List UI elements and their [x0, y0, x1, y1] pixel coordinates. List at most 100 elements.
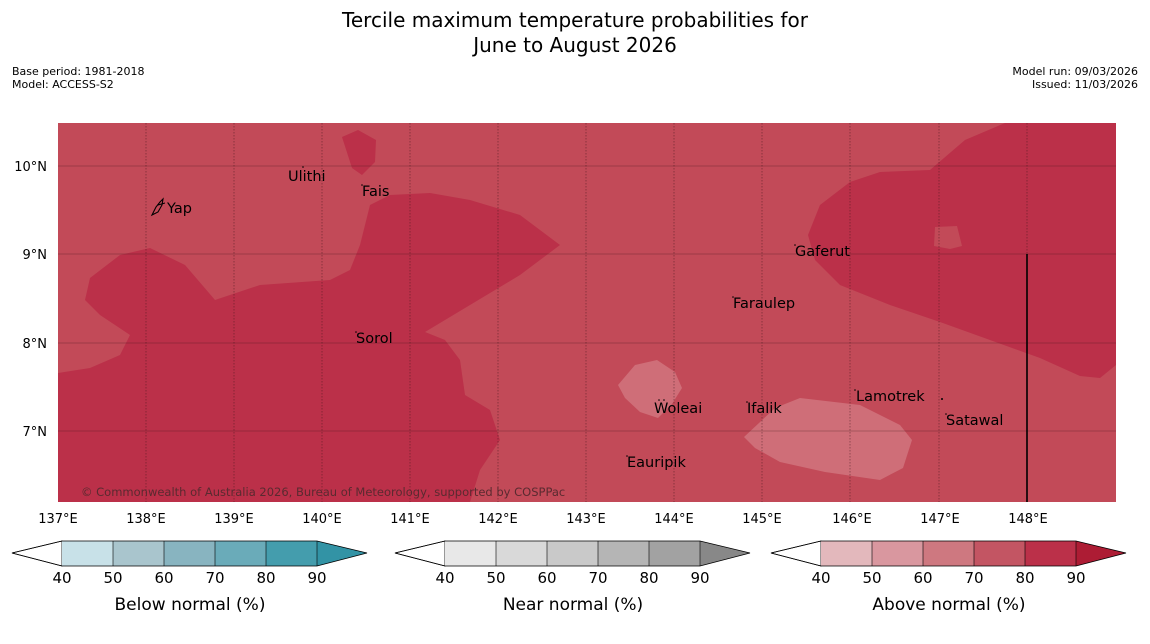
- below-tick-80: 80: [256, 569, 275, 587]
- issued-text: Issued: 11/03/2026: [1031, 78, 1138, 91]
- lon-label-140: 140°E: [302, 512, 342, 527]
- islet-dot-lamotrek: [854, 389, 856, 391]
- place-lamotrek: Lamotrek: [856, 389, 925, 405]
- near-extend-high: [700, 541, 750, 566]
- place-eauripik: Eauripik: [627, 455, 686, 471]
- above-tick-90: 90: [1066, 569, 1085, 587]
- base-period-text: Base period: 1981-2018: [12, 65, 145, 78]
- near-normal-label: Near normal (%): [503, 595, 643, 615]
- islet-dot-east: [941, 398, 943, 400]
- region-80-90-northwest: [342, 130, 376, 175]
- place-ifalik: Ifalik: [747, 401, 782, 417]
- below-extend-high: [317, 541, 367, 566]
- meta-left: Base period: 1981-2018 Model: ACCESS-S2: [12, 65, 144, 91]
- near-bin-40-50: [445, 541, 496, 566]
- region-70-80-pocket: [934, 226, 962, 249]
- place-woleai: Woleai: [654, 401, 702, 417]
- above-tick-60: 60: [913, 569, 932, 587]
- lon-label-139: 139°E: [214, 512, 254, 527]
- above-extend-high: [1076, 541, 1126, 566]
- region-60-70-woleai: [618, 360, 682, 418]
- place-labels: Yap Ulithi Fais Gaferut Faraulep Sorol L…: [166, 169, 1003, 471]
- colorbar-near: 40 50 60 70 80 90 Near normal (%): [394, 540, 751, 615]
- title-line-1: Tercile maximum temperature probabilitie…: [342, 8, 808, 32]
- place-fais: Fais: [362, 184, 389, 200]
- lat-label-9: 9°N: [23, 248, 48, 263]
- below-tick-90: 90: [307, 569, 326, 587]
- near-tick-50: 50: [486, 569, 505, 587]
- below-bin-40-50: [62, 541, 113, 566]
- below-outline: [11, 540, 368, 567]
- below-bin-70-80: [215, 541, 266, 566]
- islet-dot-faraulep: [732, 296, 734, 298]
- near-tick-40: 40: [435, 569, 454, 587]
- near-bin-70-80: [598, 541, 649, 566]
- lat-label-7: 7°N: [23, 425, 48, 440]
- colorbar-below: 40 50 60 70 80 90 Below normal (%): [11, 540, 368, 615]
- above-outline: [770, 540, 1127, 567]
- place-gaferut: Gaferut: [795, 244, 850, 260]
- islet-dot-satawal: [945, 413, 947, 415]
- below-tick-60: 60: [154, 569, 173, 587]
- near-tick-70: 70: [588, 569, 607, 587]
- place-yap: Yap: [166, 201, 192, 217]
- map-title: Tercile maximum temperature probabilitie…: [0, 8, 1150, 58]
- yap-island-shape: [150, 197, 166, 217]
- probability-map: [58, 123, 1116, 502]
- islet-dot-ifalik: [746, 401, 748, 403]
- below-extend-low: [11, 540, 63, 567]
- islet-dot-ulithi: [302, 166, 304, 168]
- lat-label-10: 10°N: [14, 160, 47, 175]
- below-bin-60-70: [164, 541, 215, 566]
- place-faraulep: Faraulep: [733, 296, 795, 312]
- near-bin-60-70: [547, 541, 598, 566]
- lon-label-143: 143°E: [566, 512, 606, 527]
- near-bin-80-90: [649, 541, 700, 566]
- above-bin-70-80: [974, 541, 1025, 566]
- place-satawal: Satawal: [946, 413, 1003, 429]
- islet-dot-sorol: [355, 331, 357, 333]
- lon-label-145: 145°E: [742, 512, 782, 527]
- region-80-90-west: [58, 193, 560, 502]
- lon-label-138: 138°E: [126, 512, 166, 527]
- lon-label-137: 137°E: [38, 512, 78, 527]
- above-bin-80-90: [1025, 541, 1076, 566]
- above-extend-low: [770, 540, 822, 567]
- above-bin-60-70: [923, 541, 974, 566]
- lat-axis-labels: 10°N 9°N 8°N 7°N: [14, 160, 47, 440]
- below-tick-50: 50: [103, 569, 122, 587]
- region-80-90-east: [808, 123, 1116, 378]
- lat-label-8: 8°N: [23, 337, 48, 352]
- above-tick-40: 40: [811, 569, 830, 587]
- islet-dot-woleai-1: [658, 399, 660, 401]
- islet-dot-eauripik: [626, 455, 628, 457]
- model-text: Model: ACCESS-S2: [12, 78, 114, 91]
- title-line-2: June to August 2026: [473, 33, 677, 57]
- below-bin-50-60: [113, 541, 164, 566]
- copyright-text: © Commonwealth of Australia 2026, Bureau…: [81, 485, 565, 499]
- place-sorol: Sorol: [356, 331, 393, 347]
- near-bin-50-60: [496, 541, 547, 566]
- island-dots: [302, 166, 947, 457]
- region-60-70-ifalik: [744, 398, 912, 480]
- below-normal-label: Below normal (%): [115, 595, 266, 615]
- lon-label-141: 141°E: [390, 512, 430, 527]
- lon-label-142: 142°E: [478, 512, 518, 527]
- below-tick-40: 40: [52, 569, 71, 587]
- meta-right: Model run: 09/03/2026 Issued: 11/03/2026: [1012, 65, 1138, 91]
- islet-dot-gaferut: [794, 244, 796, 246]
- model-run-text: Model run: 09/03/2026: [1012, 65, 1138, 78]
- near-extend-low: [394, 540, 446, 567]
- near-tick-90: 90: [690, 569, 709, 587]
- below-tick-70: 70: [205, 569, 224, 587]
- lon-label-144: 144°E: [654, 512, 694, 527]
- islet-dot-woleai-2: [663, 399, 665, 401]
- above-tick-50: 50: [862, 569, 881, 587]
- near-tick-60: 60: [537, 569, 556, 587]
- place-ulithi: Ulithi: [288, 169, 326, 185]
- colorbar-above: 40 50 60 70 80 90 Above normal (%): [770, 540, 1127, 615]
- above-normal-label: Above normal (%): [872, 595, 1025, 615]
- lon-axis-labels: 137°E 138°E 139°E 140°E 141°E 142°E 143°…: [38, 512, 1048, 527]
- above-tick-70: 70: [964, 569, 983, 587]
